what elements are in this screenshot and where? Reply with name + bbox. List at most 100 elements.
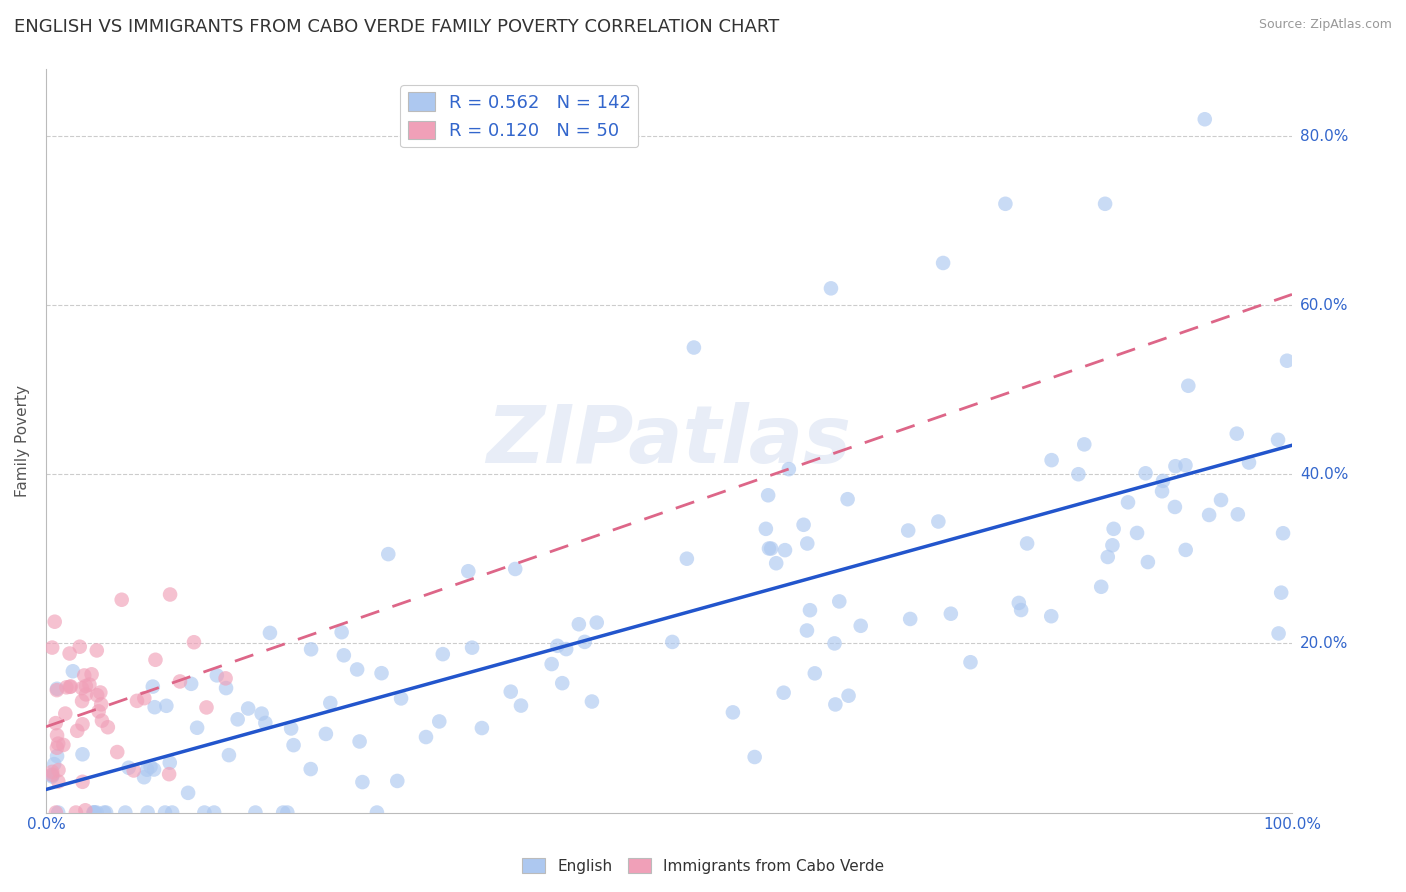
Point [1101, 538, 1123, 552]
Point [46, 737, 69, 751]
Point [134, 691, 156, 706]
Point [804, 666, 827, 681]
Point [744, 750, 766, 764]
Point [46, 728, 69, 742]
Point [44, 757, 66, 772]
Point [1152, 474, 1174, 488]
Point [89, 685, 111, 699]
Point [93, 805, 115, 820]
Point [796, 536, 818, 550]
Point [510, 698, 533, 713]
Point [837, 492, 859, 507]
Point [72, 774, 94, 789]
Point [46, 774, 69, 789]
Point [820, 281, 842, 295]
Point [299, 762, 322, 776]
Point [927, 515, 949, 529]
Point [333, 648, 356, 663]
Point [250, 706, 273, 721]
Point [94, 805, 117, 820]
Point [1177, 378, 1199, 392]
Point [1164, 500, 1187, 514]
Point [136, 805, 159, 820]
Point [1094, 196, 1116, 211]
Point [41, 768, 63, 782]
Point [59, 680, 82, 694]
Point [370, 666, 392, 681]
Point [97, 720, 120, 734]
Point [796, 624, 818, 638]
Point [1267, 626, 1289, 640]
Point [226, 712, 249, 726]
Point [828, 594, 851, 608]
Point [299, 642, 322, 657]
Point [1174, 458, 1197, 473]
Point [1198, 508, 1220, 522]
Point [75, 803, 97, 817]
Point [205, 668, 228, 682]
Point [1090, 580, 1112, 594]
Point [427, 714, 450, 729]
Point [254, 715, 277, 730]
Point [1174, 542, 1197, 557]
Legend: R = 0.562   N = 142, R = 0.120   N = 50: R = 0.562 N = 142, R = 0.120 N = 50 [401, 85, 638, 147]
Point [1097, 549, 1119, 564]
Text: 80.0%: 80.0% [1301, 128, 1348, 144]
Point [41, 768, 63, 782]
Point [111, 592, 134, 607]
Point [824, 636, 846, 650]
Point [676, 551, 699, 566]
Point [177, 786, 200, 800]
Point [46, 749, 69, 764]
Point [772, 686, 794, 700]
Point [661, 635, 683, 649]
Point [136, 763, 159, 777]
Legend: English, Immigrants from Cabo Verde: English, Immigrants from Cabo Verde [516, 852, 890, 880]
Point [551, 676, 574, 690]
Point [283, 738, 305, 752]
Point [70, 694, 93, 708]
Point [939, 607, 962, 621]
Point [142, 680, 165, 694]
Point [773, 543, 796, 558]
Point [215, 681, 238, 695]
Point [86, 688, 108, 702]
Point [122, 764, 145, 778]
Point [86, 643, 108, 657]
Point [55, 681, 77, 695]
Point [849, 619, 872, 633]
Point [1102, 522, 1125, 536]
Point [959, 655, 981, 669]
Point [90, 698, 112, 712]
Point [45, 805, 67, 820]
Point [581, 694, 603, 708]
Text: 60.0%: 60.0% [1301, 298, 1348, 313]
Point [45, 716, 67, 731]
Point [153, 805, 176, 820]
Point [574, 635, 596, 649]
Y-axis label: Family Poverty: Family Poverty [15, 384, 30, 497]
Point [1008, 596, 1031, 610]
Point [994, 196, 1017, 211]
Point [377, 547, 399, 561]
Point [41, 764, 63, 779]
Point [72, 717, 94, 731]
Point [387, 773, 409, 788]
Text: ENGLISH VS IMMIGRANTS FROM CABO VERDE FAMILY POVERTY CORRELATION CHART: ENGLISH VS IMMIGRANTS FROM CABO VERDE FA… [14, 18, 779, 36]
Point [1040, 453, 1063, 467]
Point [457, 564, 479, 578]
Point [778, 462, 800, 476]
Point [114, 805, 136, 820]
Text: ZIPatlas: ZIPatlas [486, 401, 852, 480]
Point [132, 770, 155, 784]
Text: 40.0%: 40.0% [1301, 467, 1348, 482]
Point [202, 805, 225, 820]
Point [499, 684, 522, 698]
Point [65, 805, 87, 820]
Point [898, 612, 921, 626]
Point [1150, 484, 1173, 499]
Point [276, 805, 298, 820]
Text: 20.0%: 20.0% [1301, 636, 1348, 651]
Point [1209, 493, 1232, 508]
Point [46, 805, 69, 820]
